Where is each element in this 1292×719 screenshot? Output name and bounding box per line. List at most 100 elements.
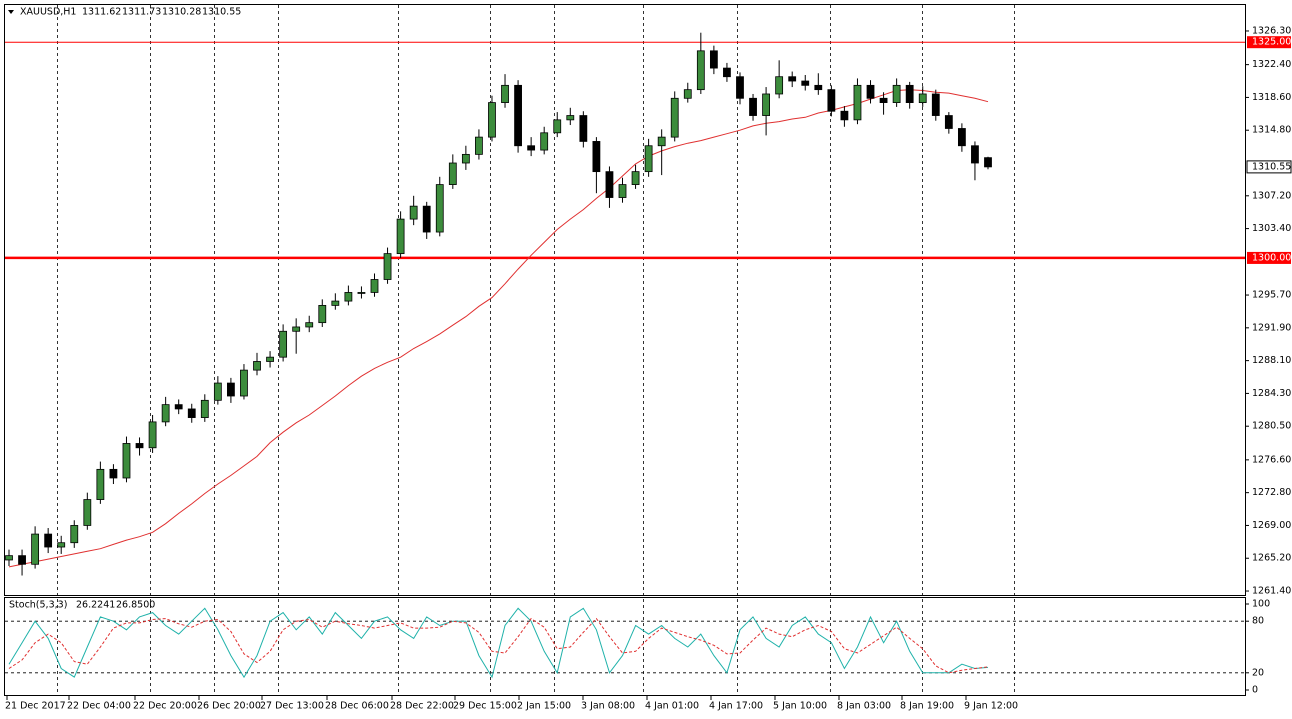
y-tick-label: 1269.00 <box>1252 520 1291 531</box>
candle-body <box>749 97 757 116</box>
stoch-line <box>8 617 989 674</box>
x-tick-label: 26 Dec 20:00 <box>197 701 261 712</box>
candle-body <box>931 93 940 116</box>
candle-body <box>200 399 209 418</box>
candle-body <box>814 84 823 91</box>
candle-body <box>435 184 444 233</box>
candle-body <box>213 382 222 401</box>
x-tick-label: 3 Jan 08:00 <box>581 701 635 712</box>
candle-body <box>892 84 901 103</box>
y-tick-label: 1288.10 <box>1252 355 1291 366</box>
main-pane <box>4 4 1246 596</box>
candle-body <box>853 84 862 121</box>
stoch-label: Stoch(5,3,3) <box>9 600 67 611</box>
x-tick-label: 28 Dec 06:00 <box>325 701 389 712</box>
y-tick-label: 1307.20 <box>1252 190 1291 201</box>
x-tick-label: 28 Dec 22:00 <box>390 701 454 712</box>
candle-body <box>357 292 366 294</box>
x-tick-label: 4 Jan 17:00 <box>709 701 763 712</box>
moving-average <box>8 89 989 568</box>
x-tick-label: 29 Dec 15:00 <box>453 701 517 712</box>
x-tick-label: 8 Jan 03:00 <box>837 701 891 712</box>
y-tick-label: 1261.40 <box>1252 586 1291 597</box>
candle-body <box>422 205 431 233</box>
candle-body <box>918 93 927 103</box>
price-tag <box>1247 36 1291 49</box>
x-tick-label: 8 Jan 19:00 <box>900 701 954 712</box>
candle-body <box>605 171 614 198</box>
candle-body <box>905 84 914 103</box>
candle-body <box>109 468 118 479</box>
candle-body <box>488 102 496 138</box>
candle-body <box>957 128 966 147</box>
y-tick-label: 1322.40 <box>1252 59 1291 70</box>
candle-body <box>122 443 131 479</box>
candle-body <box>266 356 274 362</box>
candle-body <box>971 145 979 164</box>
price-tag <box>1247 251 1291 264</box>
candle-body <box>723 67 731 78</box>
x-tick-label: 22 Dec 20:00 <box>133 701 197 712</box>
candle-body <box>553 119 562 134</box>
y-tick-label: 1272.80 <box>1252 487 1291 498</box>
current-price-tag <box>1246 160 1292 174</box>
candle-body <box>240 369 248 397</box>
y-tick-label: 1291.90 <box>1252 322 1291 333</box>
candle-body <box>592 141 601 173</box>
candle-body <box>879 97 888 103</box>
ohlc-value: 1310.28 <box>162 7 201 18</box>
y-tick-label: 1318.60 <box>1252 92 1291 103</box>
candle-body <box>135 443 144 449</box>
candle-body <box>801 80 810 86</box>
candle-body <box>788 76 797 82</box>
candle-body <box>579 115 588 142</box>
candle-body <box>253 361 261 371</box>
candle-body <box>409 205 418 220</box>
current-price-label: 1310.55 <box>1252 161 1291 172</box>
ohlc-value: 1310.55 <box>202 7 241 18</box>
y-tick-label: 1314.80 <box>1252 125 1291 136</box>
candle-body <box>5 555 13 561</box>
candle-body <box>775 76 784 95</box>
candle-body <box>696 50 705 91</box>
candle-body <box>57 542 66 548</box>
stoch-tick-label: 20 <box>1252 667 1264 678</box>
y-tick-label: 1295.70 <box>1252 290 1291 301</box>
candle-body <box>461 153 470 164</box>
candle-body <box>370 279 379 293</box>
candle-body <box>448 162 457 185</box>
candle-body <box>148 421 157 449</box>
candle-body <box>657 136 666 147</box>
y-tick-label: 1265.20 <box>1252 553 1291 564</box>
stoch-readout: 26.8500 <box>116 600 155 611</box>
candle-body <box>174 404 183 410</box>
candle-body <box>644 145 653 173</box>
candle-body <box>683 89 692 99</box>
candle-body <box>631 171 640 185</box>
price-tag-label: 1325.00 <box>1252 37 1291 48</box>
x-tick-label: 4 Jan 01:00 <box>645 701 699 712</box>
y-tick-label: 1276.60 <box>1252 454 1291 465</box>
x-tick-label: 21 Dec 2017 <box>5 701 66 712</box>
x-tick-label: 27 Dec 13:00 <box>260 701 324 712</box>
symbol: XAUUSD,H1 <box>20 7 76 18</box>
ohlc-value: 1311.73 <box>122 7 161 18</box>
candle-body <box>227 382 235 397</box>
candle-body <box>396 218 405 255</box>
stoch-pane <box>4 597 1246 696</box>
candle-body <box>305 322 314 328</box>
stoch-line <box>8 607 989 679</box>
candle-body <box>514 84 522 147</box>
candle-body <box>944 115 953 129</box>
candle-body <box>866 84 875 99</box>
candle-body <box>44 533 53 548</box>
candle-body <box>762 93 770 116</box>
x-tick-label: 9 Jan 12:00 <box>964 701 1018 712</box>
candle-body <box>670 97 679 138</box>
y-tick-label: 1280.50 <box>1252 421 1291 432</box>
stoch-tick-label: 80 <box>1252 616 1264 627</box>
candle-body <box>540 132 549 151</box>
stoch-readout: 26.2241 <box>76 600 115 611</box>
candle-body <box>318 304 327 324</box>
x-tick-label: 5 Jan 10:00 <box>773 701 827 712</box>
